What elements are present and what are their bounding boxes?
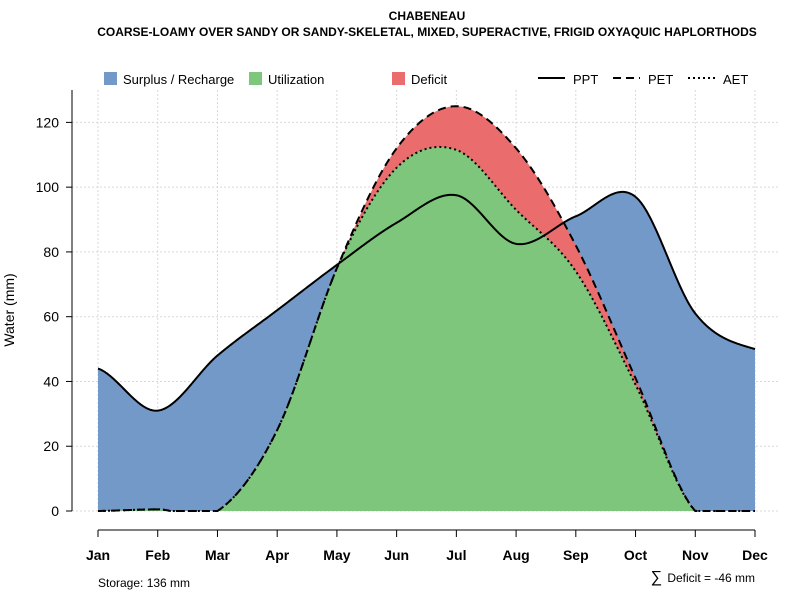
x-tick-label: May — [323, 547, 350, 563]
legend-label: AET — [723, 72, 748, 87]
x-tick-label: Jun — [384, 547, 409, 563]
legend-swatch — [392, 72, 405, 85]
x-tick-label: Jul — [446, 547, 466, 563]
legend-swatch — [104, 72, 117, 85]
chart-title: CHABENEAU — [389, 9, 466, 23]
legend-label: Deficit — [411, 72, 448, 87]
chart-subtitle: COARSE-LOAMY OVER SANDY OR SANDY-SKELETA… — [97, 25, 757, 39]
x-tick-label: Jan — [86, 547, 110, 563]
series-lines — [97, 105, 756, 512]
y-tick-label: 40 — [43, 373, 59, 389]
area-fills — [98, 106, 755, 511]
x-tick-label: Feb — [145, 547, 170, 563]
y-tick-label: 0 — [51, 503, 59, 519]
x-tick-label: Dec — [742, 547, 768, 563]
y-tick-label: 60 — [43, 309, 59, 325]
x-tick-label: Apr — [265, 547, 290, 563]
x-tick-label: Oct — [624, 547, 648, 563]
y-tick-label: 80 — [43, 244, 59, 260]
legend-label: PPT — [573, 72, 598, 87]
x-tick-label: Sep — [563, 547, 589, 563]
x-tick-label: Nov — [682, 547, 709, 563]
legend-label: Utilization — [268, 72, 324, 87]
storage-label: Storage: 136 mm — [98, 576, 190, 590]
pet-line — [97, 105, 755, 512]
deficit-label: Deficit = -46 mm — [667, 571, 755, 585]
legend-label: Surplus / Recharge — [123, 72, 234, 87]
utilization-area — [98, 146, 755, 511]
legend-swatch — [249, 72, 262, 85]
x-tick-label: Aug — [502, 547, 529, 563]
y-axis-ticks: 0 20 40 60 80 100 120 — [36, 114, 72, 519]
y-tick-label: 20 — [43, 438, 59, 454]
y-tick-label: 100 — [36, 179, 60, 195]
y-axis-label: Water (mm) — [1, 273, 17, 346]
deficit-summary: ∑ Deficit = -46 mm — [651, 569, 755, 586]
x-tick-label: Mar — [205, 547, 230, 563]
legend-label: PET — [648, 72, 673, 87]
aet-line — [97, 145, 755, 512]
y-tick-label: 120 — [36, 114, 60, 130]
sum-symbol: ∑ — [651, 569, 662, 586]
legend: Surplus / Recharge Utilization Deficit PPT P… — [104, 72, 748, 87]
ppt-line — [97, 190, 756, 412]
x-axis-ticks: Jan Feb Mar Apr May Jun Jul Aug Sep Oct Nov Dec — [86, 530, 768, 563]
axes — [71, 90, 755, 531]
